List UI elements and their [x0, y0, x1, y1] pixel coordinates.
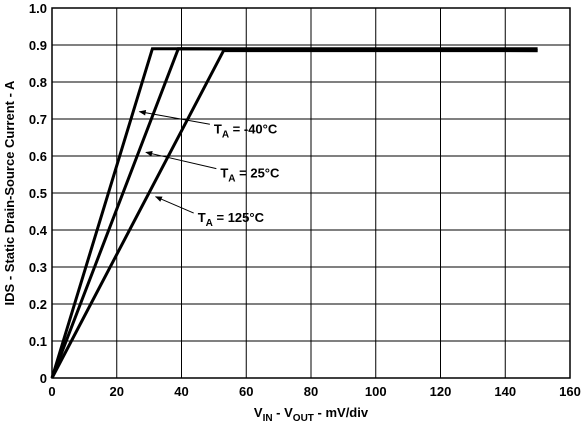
x-tick-label: 0 [48, 384, 55, 399]
y-tick-label: 0.1 [29, 334, 47, 349]
annotation-arrow [145, 150, 217, 170]
y-axis-ticks: 0 0.1 0.2 0.3 0.4 0.5 0.6 0.7 0.8 0.9 1.0 [29, 1, 48, 386]
annotation-arrow [138, 109, 210, 125]
y-tick-label: 0.2 [29, 297, 47, 312]
y-tick-label: 0.6 [29, 149, 47, 164]
series-annotation: TA = -40°C [214, 121, 278, 140]
series-annotation: TA = 25°C [220, 166, 280, 185]
x-tick-label: 100 [365, 384, 387, 399]
y-tick-label: 0.9 [29, 38, 47, 53]
x-tick-label: 20 [110, 384, 124, 399]
x-axis-ticks: 0 20 40 60 80 100 120 140 160 [48, 384, 580, 399]
series-lines [50, 47, 538, 379]
grid [52, 8, 570, 378]
x-tick-label: 60 [239, 384, 253, 399]
x-tick-label: 120 [430, 384, 452, 399]
series-annotation: TA = 125°C [198, 210, 265, 229]
y-tick-label: 0.7 [29, 112, 47, 127]
x-tick-label: 160 [559, 384, 581, 399]
x-axis-title: VIN - VOUT - mV/div [254, 405, 369, 424]
y-tick-label: 0.5 [29, 186, 47, 201]
y-tick-label: 0 [40, 371, 47, 386]
y-tick-label: 0.4 [29, 223, 48, 238]
series-line-3 [50, 49, 538, 379]
y-tick-label: 1.0 [29, 1, 47, 16]
annotations: TA = -40°C TA = 25°C TA = 125°C [138, 109, 280, 229]
series-line-1 [50, 47, 538, 379]
x-tick-label: 80 [304, 384, 318, 399]
plot-frame [51, 7, 571, 379]
x-tick-label: 40 [174, 384, 188, 399]
x-tick-label: 140 [494, 384, 516, 399]
y-tick-label: 0.3 [29, 260, 47, 275]
annotation-arrow [154, 196, 194, 214]
y-tick-label: 0.8 [29, 75, 47, 90]
series-line-2 [50, 47, 538, 379]
y-axis-title: IDS - Static Drain-Source Current - A [2, 80, 17, 305]
